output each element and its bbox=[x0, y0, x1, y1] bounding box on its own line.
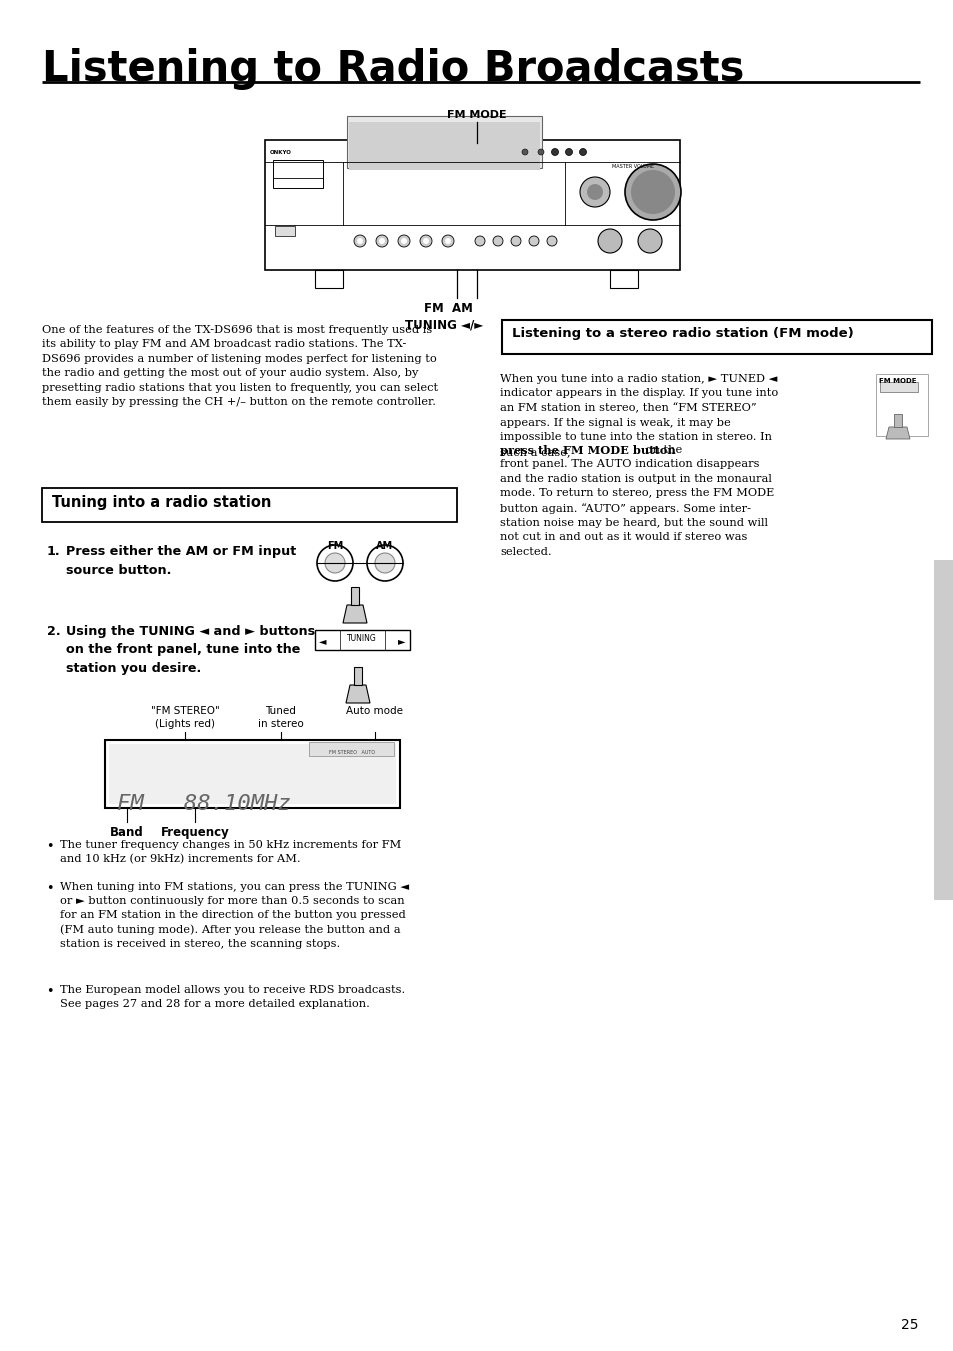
Text: •: • bbox=[46, 840, 53, 852]
Polygon shape bbox=[354, 667, 361, 685]
Circle shape bbox=[579, 177, 609, 207]
Bar bbox=[347, 116, 541, 168]
Text: Tuning into a radio station: Tuning into a radio station bbox=[52, 494, 271, 509]
Text: Press either the AM or FM input
source button.: Press either the AM or FM input source b… bbox=[66, 544, 296, 577]
Circle shape bbox=[400, 238, 407, 245]
Bar bbox=[933, 561, 953, 900]
Text: Tuned
in stereo: Tuned in stereo bbox=[258, 707, 304, 730]
Circle shape bbox=[493, 236, 502, 246]
Text: When you tune into a radio station, ► TUNED ◄
indicator appears in the display. : When you tune into a radio station, ► TU… bbox=[499, 374, 778, 457]
Circle shape bbox=[422, 238, 429, 245]
Text: Auto mode: Auto mode bbox=[346, 707, 403, 716]
Bar bbox=[879, 382, 917, 392]
Bar bbox=[309, 742, 394, 757]
Bar bbox=[274, 226, 294, 236]
Polygon shape bbox=[885, 427, 909, 439]
Bar bbox=[349, 122, 539, 170]
Bar bbox=[609, 270, 638, 288]
Text: TUNING: TUNING bbox=[347, 634, 376, 643]
Text: press the FM MODE button: press the FM MODE button bbox=[499, 444, 675, 457]
Bar bbox=[105, 740, 399, 808]
Text: "FM STEREO"
(Lights red): "FM STEREO" (Lights red) bbox=[151, 707, 219, 730]
Circle shape bbox=[521, 149, 527, 155]
Text: ◄: ◄ bbox=[319, 636, 327, 646]
Circle shape bbox=[551, 149, 558, 155]
Text: Using the TUNING ◄ and ► buttons
on the front panel, tune into the
station you d: Using the TUNING ◄ and ► buttons on the … bbox=[66, 626, 314, 676]
Circle shape bbox=[578, 149, 586, 155]
Circle shape bbox=[586, 184, 602, 200]
Circle shape bbox=[529, 236, 538, 246]
Text: The European model allows you to receive RDS broadcasts.
See pages 27 and 28 for: The European model allows you to receive… bbox=[60, 985, 405, 1009]
Text: FM MODE: FM MODE bbox=[447, 109, 506, 120]
Bar bbox=[273, 159, 323, 188]
Circle shape bbox=[316, 544, 353, 581]
Text: When tuning into FM stations, you can press the TUNING ◄
or ► button continuousl: When tuning into FM stations, you can pr… bbox=[60, 882, 409, 948]
Text: ►: ► bbox=[397, 636, 405, 646]
Circle shape bbox=[537, 149, 543, 155]
Circle shape bbox=[378, 238, 385, 245]
Text: Frequency: Frequency bbox=[160, 825, 229, 839]
Text: ONKYO: ONKYO bbox=[270, 150, 292, 155]
Circle shape bbox=[511, 236, 520, 246]
Circle shape bbox=[397, 235, 410, 247]
Bar bbox=[314, 270, 343, 288]
Bar bbox=[875, 374, 927, 436]
Circle shape bbox=[367, 544, 402, 581]
Circle shape bbox=[441, 235, 454, 247]
Text: The tuner frequency changes in 50 kHz increments for FM
and 10 kHz (or 9kHz) inc: The tuner frequency changes in 50 kHz in… bbox=[60, 840, 401, 865]
Circle shape bbox=[356, 238, 363, 245]
Text: 1.: 1. bbox=[47, 544, 61, 558]
Circle shape bbox=[375, 553, 395, 573]
Bar bbox=[42, 488, 456, 521]
Circle shape bbox=[565, 149, 572, 155]
Circle shape bbox=[624, 163, 680, 220]
Circle shape bbox=[375, 235, 388, 247]
Text: 25: 25 bbox=[901, 1319, 918, 1332]
Text: FM  AM: FM AM bbox=[423, 303, 472, 315]
Polygon shape bbox=[346, 685, 370, 703]
Text: FM   88.10MHz: FM 88.10MHz bbox=[117, 794, 291, 815]
Bar bbox=[109, 744, 395, 804]
Text: Listening to Radio Broadcasts: Listening to Radio Broadcasts bbox=[42, 49, 743, 91]
Circle shape bbox=[419, 235, 432, 247]
Text: Band: Band bbox=[110, 825, 144, 839]
Polygon shape bbox=[343, 605, 367, 623]
Circle shape bbox=[546, 236, 557, 246]
Circle shape bbox=[444, 238, 451, 245]
Circle shape bbox=[475, 236, 484, 246]
Text: FM MODE: FM MODE bbox=[878, 378, 916, 384]
Circle shape bbox=[630, 170, 675, 213]
Text: •: • bbox=[46, 882, 53, 894]
Text: front panel. The AUTO indication disappears
and the radio station is output in t: front panel. The AUTO indication disappe… bbox=[499, 459, 774, 557]
Text: on the: on the bbox=[641, 444, 681, 455]
Circle shape bbox=[638, 230, 661, 253]
Text: 2.: 2. bbox=[47, 626, 61, 638]
Bar bbox=[314, 630, 410, 650]
Polygon shape bbox=[893, 413, 901, 427]
Text: MASTER VOLUME: MASTER VOLUME bbox=[611, 163, 654, 169]
Text: FM STEREO   AUTO: FM STEREO AUTO bbox=[329, 750, 375, 755]
Text: Listening to a stereo radio station (FM mode): Listening to a stereo radio station (FM … bbox=[512, 327, 853, 340]
Circle shape bbox=[354, 235, 366, 247]
Text: TUNING ◄/►: TUNING ◄/► bbox=[405, 317, 483, 331]
Text: AM: AM bbox=[376, 540, 394, 551]
Polygon shape bbox=[351, 586, 358, 605]
Bar bbox=[265, 141, 679, 270]
Bar bbox=[501, 320, 931, 354]
Text: •: • bbox=[46, 985, 53, 998]
Text: FM: FM bbox=[327, 540, 343, 551]
Circle shape bbox=[598, 230, 621, 253]
Text: One of the features of the TX-DS696 that is most frequently used is
its ability : One of the features of the TX-DS696 that… bbox=[42, 326, 437, 407]
Circle shape bbox=[325, 553, 345, 573]
